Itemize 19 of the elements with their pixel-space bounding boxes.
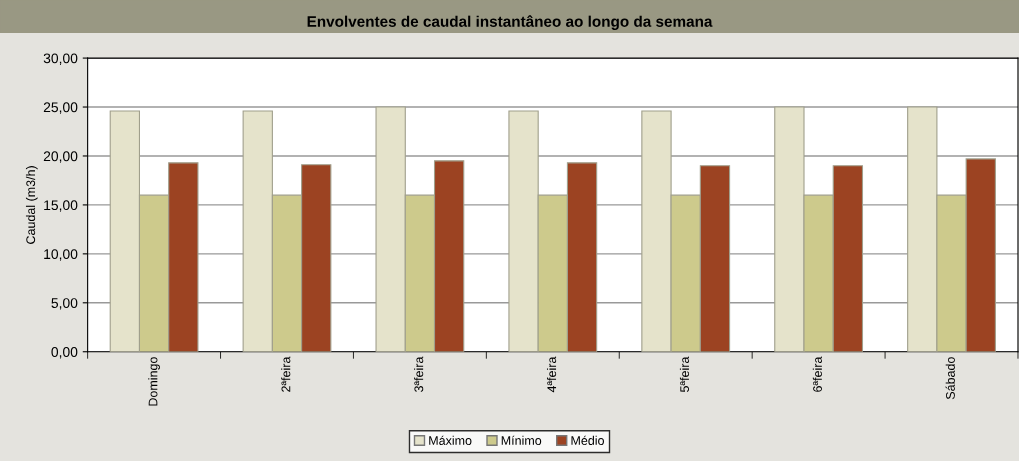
x-tick-label: 5ªfeira xyxy=(679,356,690,392)
legend-label: Mínimo xyxy=(501,435,542,445)
legend-label: Máximo xyxy=(429,435,472,445)
y-tick-label: 10,00 xyxy=(44,249,78,261)
chart-title: Envolventes de caudal instantâneo ao longo da semana xyxy=(307,15,713,30)
x-tick-label: 6ªfeira xyxy=(812,356,822,392)
y-tick-label: 15,00 xyxy=(44,200,78,212)
legend-label: Médio xyxy=(571,435,604,445)
x-tick-label: 4ªfeira xyxy=(546,356,557,393)
x-tick-label: Domingo xyxy=(148,357,160,406)
y-tick-label: 5,00 xyxy=(51,298,78,310)
y-tick-label: 25,00 xyxy=(43,102,78,114)
y-tick-label: 0,00 xyxy=(51,347,78,359)
x-tick-label: 2ªfeira xyxy=(281,356,291,392)
y-tick-label: 20,00 xyxy=(43,151,78,163)
x-tick-label: 3ªfeira xyxy=(414,356,424,393)
x-tick-label: Sábado xyxy=(945,357,955,400)
y-tick-label: 30,00 xyxy=(43,53,78,65)
y-axis-title: Caudal (m3/h) xyxy=(25,166,38,244)
